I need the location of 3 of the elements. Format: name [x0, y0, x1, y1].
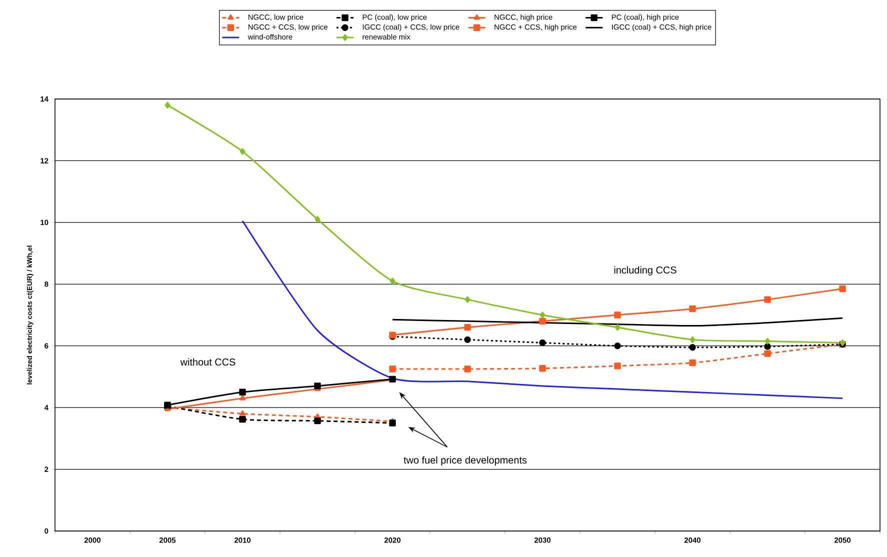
annotation: two fuel price developments: [404, 456, 527, 466]
annotation: including CCS: [614, 266, 676, 276]
annotation: without CCS: [180, 358, 236, 366]
